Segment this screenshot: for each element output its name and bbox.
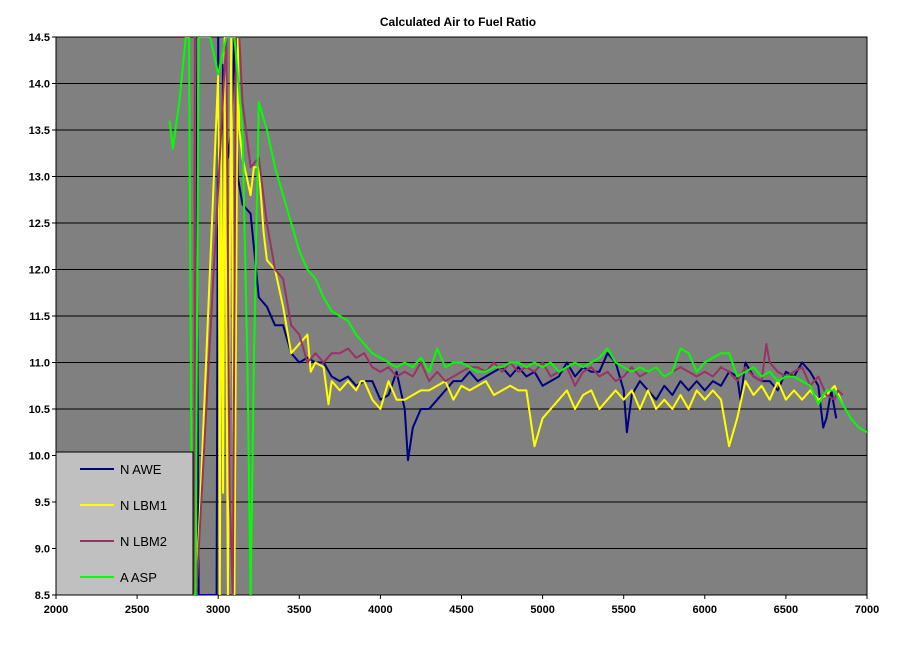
y-tick-label: 8.5 [35, 590, 50, 602]
chart-title: Calculated Air to Fuel Ratio [380, 15, 536, 29]
legend-label: N LBM2 [120, 534, 167, 549]
legend: N AWE N LBM1 N LBM2 A ASP [55, 451, 194, 596]
x-tick-label: 5500 [611, 604, 635, 616]
legend-label: N AWE [120, 462, 162, 477]
y-axis: 14.5 14.0 13.5 13.0 12.5 12.0 11.5 11.0 10.5 10.0… [29, 32, 56, 602]
series-line-3 [192, 37, 844, 595]
y-tick-label: 10.0 [29, 451, 50, 463]
y-tick-label: 12.0 [29, 265, 50, 277]
y-tick-label: 12.5 [29, 218, 50, 230]
x-tick-label: 3500 [287, 604, 311, 616]
series-lines [168, 37, 867, 595]
x-tick-label: 2000 [44, 604, 68, 616]
x-tick-label: 6500 [774, 604, 798, 616]
x-tick-label: 4000 [368, 604, 392, 616]
y-tick-label: 13.0 [29, 172, 50, 184]
y-tick-label: 9.0 [35, 544, 50, 556]
x-tick-label: 6000 [693, 604, 717, 616]
x-tick-label: 5000 [530, 604, 554, 616]
legend-label: A ASP [120, 570, 157, 585]
series-line-4 [168, 37, 867, 595]
y-tick-label: 14.0 [29, 79, 50, 91]
x-tick-label: 7000 [855, 604, 879, 616]
x-axis: 2000 2500 3000 3500 4000 4500 5000 5500 6000 6500… [44, 595, 879, 616]
x-tick-label: 2500 [125, 604, 149, 616]
y-tick-label: 13.5 [29, 125, 50, 137]
series-line-2 [192, 37, 844, 595]
y-tick-label: 10.5 [29, 404, 50, 416]
y-tick-label: 11.5 [29, 311, 50, 323]
x-tick-label: 3000 [206, 604, 230, 616]
y-tick-label: 9.5 [35, 497, 50, 509]
y-tick-label: 14.5 [29, 32, 50, 44]
legend-box [55, 451, 194, 596]
x-tick-label: 4500 [449, 604, 473, 616]
y-tick-label: 11.0 [29, 358, 50, 370]
legend-label: N LBM1 [120, 498, 167, 513]
